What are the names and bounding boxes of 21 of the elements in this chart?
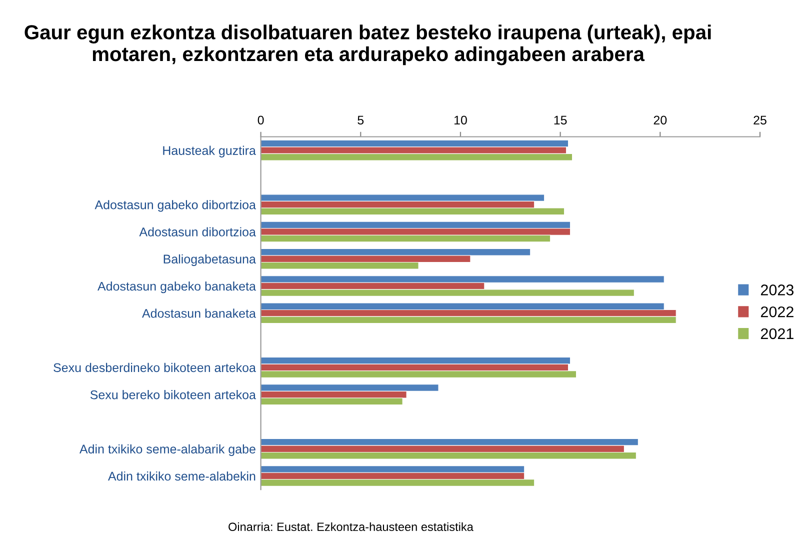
- y-tick-label: Adostasun gabeko dibortzioa: [94, 200, 256, 212]
- y-tick-label: Adostasun dibortzioa: [139, 227, 256, 236]
- y-tick-label: Baliogabetasuna: [164, 254, 256, 266]
- x-tick-label: 10: [454, 116, 467, 125]
- y-tick-label: Adostasun gabeko banaketa: [98, 281, 256, 294]
- text: Oinarria: Eustat. Ezkontza-hausteen estatistika: [228, 522, 474, 532]
- y-tick-label: Adostasun banaketa: [142, 308, 256, 318]
- legend-label: 2021: [760, 328, 794, 340]
- x-tick-label: 15: [554, 116, 567, 125]
- chart-title: Gaur egun ezkontza disolbatuaren batez besteko iraupena (urteak), epai motaren, ezkontzaren eta ardurapeko adingabeen arabera: [24, 24, 711, 66]
- x-tick-label: 20: [654, 116, 667, 125]
- x-tick-label: 25: [754, 116, 766, 125]
- y-tick-label: Hausteak guztira: [163, 146, 256, 158]
- x-tick-label: 0: [258, 116, 264, 125]
- y-tick-label: Adin txikiko seme-alabarik gabe: [79, 444, 256, 456]
- legend-label: 2022: [760, 306, 794, 318]
- legend-label: 2023: [760, 284, 794, 296]
- y-tick-label: Sexu desberdineko bikoteen artekoa: [54, 362, 256, 372]
- x-tick-label: 5: [358, 116, 364, 125]
- y-tick-label: Adin txikiko seme-alabekin: [108, 471, 256, 481]
- y-tick-label: Sexu bereko bikoteen artekoa: [90, 390, 256, 400]
